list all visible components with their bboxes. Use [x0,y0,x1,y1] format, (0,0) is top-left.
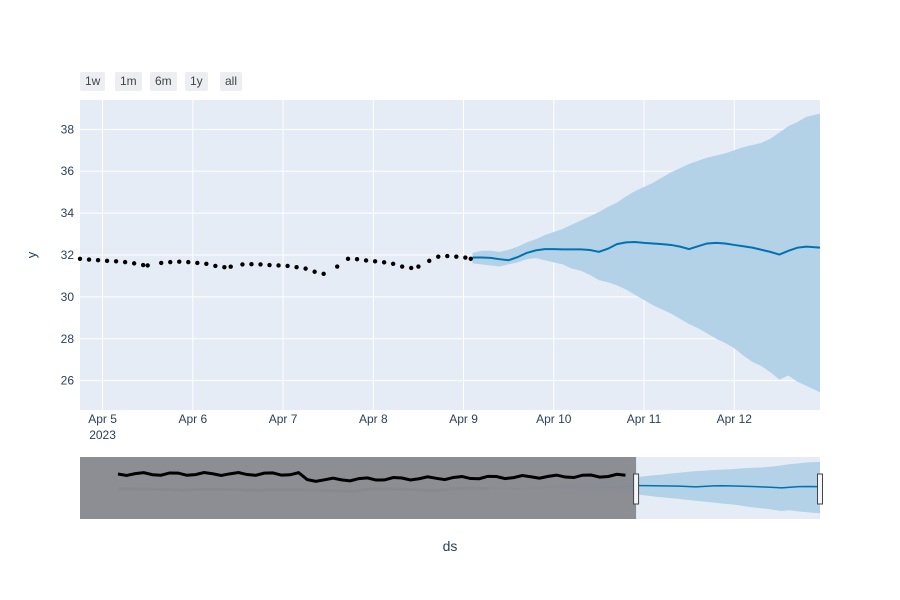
actual-point [468,256,473,261]
y-axis-ticks: 26 28 30 32 34 36 38 [61,122,75,387]
actual-point [222,264,227,270]
actual-point [321,271,326,277]
x-tick-label: Apr 6 [178,412,207,426]
actual-point [408,265,414,271]
actual-point [285,263,290,269]
range-slider-left-handle[interactable] [633,473,640,505]
x-tick-label: Apr 12 [717,412,753,426]
actual-point [354,256,360,262]
actual-point [140,262,146,268]
actual-point [436,254,441,259]
actual-point [249,262,254,267]
actual-points [77,253,473,277]
actual-point [228,264,233,269]
actual-point [454,254,459,259]
actual-point [345,256,351,261]
actual-point [463,255,468,260]
range-slider[interactable] [80,457,823,519]
actual-point [77,256,83,261]
actual-point [159,260,164,266]
forecast-uncertainty-band [472,113,820,393]
actual-point [445,253,450,259]
actual-point [276,263,281,268]
actual-point [363,258,369,263]
y-tick-label: 32 [61,248,75,262]
range-button-1y[interactable]: 1y [185,72,208,91]
actual-point [122,259,128,265]
actual-point [168,259,173,265]
x-tick-label: 2023 [89,428,116,442]
forecast-line [472,241,821,262]
range-slider-right-handle[interactable] [817,473,823,505]
actual-point [86,257,92,262]
x-tick-label: Apr 10 [536,412,572,426]
x-tick-label: Apr 8 [359,412,388,426]
range-slider-history-line [117,470,626,483]
range-button-1w[interactable]: 1w [80,72,106,91]
actual-point [95,258,101,263]
range-button-all[interactable]: all [220,72,243,91]
actual-point [372,259,378,264]
x-axis-ticks: Apr 5 2023 Apr 6 Apr 7 Apr 8 Apr 9 Apr 10 Apr 1… [88,412,752,442]
actual-point [399,264,405,269]
actual-point [294,264,299,270]
actual-point [312,269,317,274]
actual-point [416,264,421,269]
y-tick-label: 34 [61,206,75,220]
actual-point [303,266,308,271]
actual-point [240,262,245,267]
actual-point [267,262,272,268]
actual-point [145,263,150,268]
x-tick-label: Apr 11 [627,412,662,426]
range-slider-mask[interactable] [80,457,637,519]
actual-point [258,262,263,267]
actual-point [204,261,209,266]
y-tick-label: 38 [61,122,75,136]
actual-point [113,259,119,264]
actual-point [334,264,340,269]
actual-point [131,261,137,266]
actual-point [186,259,191,265]
actual-point [390,261,396,266]
actual-point [195,260,200,266]
y-tick-label: 30 [61,290,75,304]
actual-point [381,260,387,265]
y-axis-label: y [24,251,39,258]
y-tick-label: 36 [61,164,75,178]
actual-point [104,258,110,264]
range-slider-band [490,461,820,514]
x-tick-label: Apr 9 [449,412,478,426]
y-tick-label: 28 [61,332,75,346]
actual-point [427,258,432,264]
range-button-6m[interactable]: 6m [150,72,177,91]
x-tick-label: Apr 7 [269,412,298,426]
range-button-1m[interactable]: 1m [115,72,142,91]
x-tick-label: Apr 5 [88,412,117,426]
y-tick-label: 26 [61,374,75,388]
actual-point [213,263,218,269]
actual-point [177,259,182,264]
x-axis-label: ds [443,538,458,554]
